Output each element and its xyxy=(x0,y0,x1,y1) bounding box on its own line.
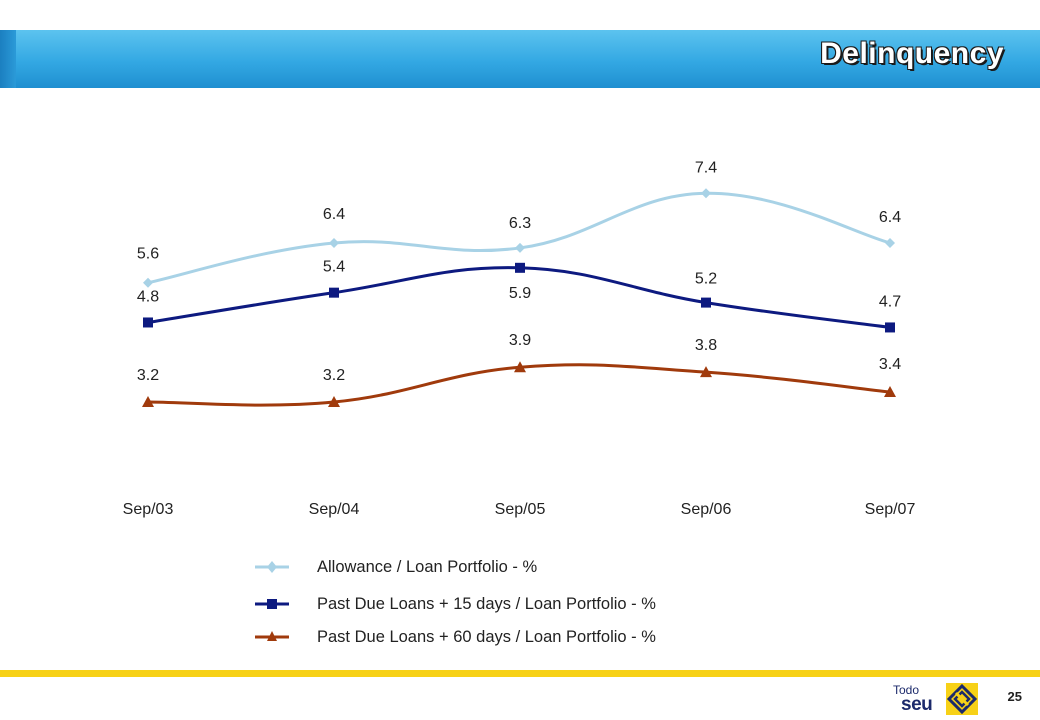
legend-label-allowance: Allowance / Loan Portfolio - % xyxy=(317,557,538,576)
brand-seu-text: seu xyxy=(901,694,933,715)
data-point-diamond xyxy=(885,237,895,248)
data-point-triangle xyxy=(884,386,896,398)
data-label: 3.2 xyxy=(137,367,159,384)
data-point-square xyxy=(143,317,153,328)
data-point-square xyxy=(515,262,525,273)
data-label: 7.4 xyxy=(695,159,717,176)
x-tick-label: Sep/05 xyxy=(495,501,546,518)
data-label: 6.4 xyxy=(323,206,345,223)
x-tick-label: Sep/04 xyxy=(309,501,360,518)
data-label: 6.3 xyxy=(509,215,531,232)
title-bar xyxy=(0,30,1040,88)
data-point-diamond xyxy=(329,237,339,248)
data-label: 3.2 xyxy=(323,367,345,384)
data-label: 5.4 xyxy=(323,259,345,276)
page-title: Delinquency xyxy=(820,37,1004,70)
data-point-triangle xyxy=(700,366,712,378)
data-label: 4.7 xyxy=(879,293,901,310)
legend-label-past-due-15: Past Due Loans + 15 days / Loan Portfoli… xyxy=(317,594,656,613)
x-tick-label: Sep/07 xyxy=(865,501,916,518)
data-label: 5.6 xyxy=(137,246,159,263)
title-bar-edge xyxy=(0,30,16,88)
x-tick-label: Sep/03 xyxy=(123,501,174,518)
legend-marker-square xyxy=(255,599,289,609)
data-point-square xyxy=(329,287,339,298)
data-label: 4.8 xyxy=(137,288,159,305)
data-point-triangle xyxy=(514,361,526,373)
legend-marker-triangle xyxy=(255,631,289,641)
data-point-diamond xyxy=(143,277,153,288)
data-point-triangle xyxy=(328,396,340,407)
bank-logo-icon xyxy=(946,683,978,715)
page-number: 25 xyxy=(1007,689,1022,704)
data-label: 3.4 xyxy=(879,356,901,373)
data-label: 3.9 xyxy=(509,332,531,349)
data-label: 6.4 xyxy=(879,209,901,226)
data-point-diamond xyxy=(515,242,525,253)
legend-item-past-due-60: Past Due Loans + 60 days / Loan Portfoli… xyxy=(255,625,656,649)
data-point-triangle xyxy=(142,396,154,407)
data-point-square xyxy=(885,322,895,333)
legend-item-allowance: Allowance / Loan Portfolio - % xyxy=(255,555,537,579)
legend-item-past-due-15: Past Due Loans + 15 days / Loan Portfoli… xyxy=(255,592,656,616)
data-label: 5.9 xyxy=(509,285,531,302)
data-point-diamond xyxy=(701,188,711,199)
legend-marker-diamond xyxy=(255,561,289,573)
brand-todo-text: Todo xyxy=(893,683,920,697)
data-label: 3.8 xyxy=(695,337,717,354)
footer-divider xyxy=(0,670,1040,677)
data-label: 5.2 xyxy=(695,271,717,288)
x-tick-label: Sep/06 xyxy=(681,501,732,518)
legend-label-past-due-60: Past Due Loans + 60 days / Loan Portfoli… xyxy=(317,627,656,646)
data-point-square xyxy=(701,297,711,308)
